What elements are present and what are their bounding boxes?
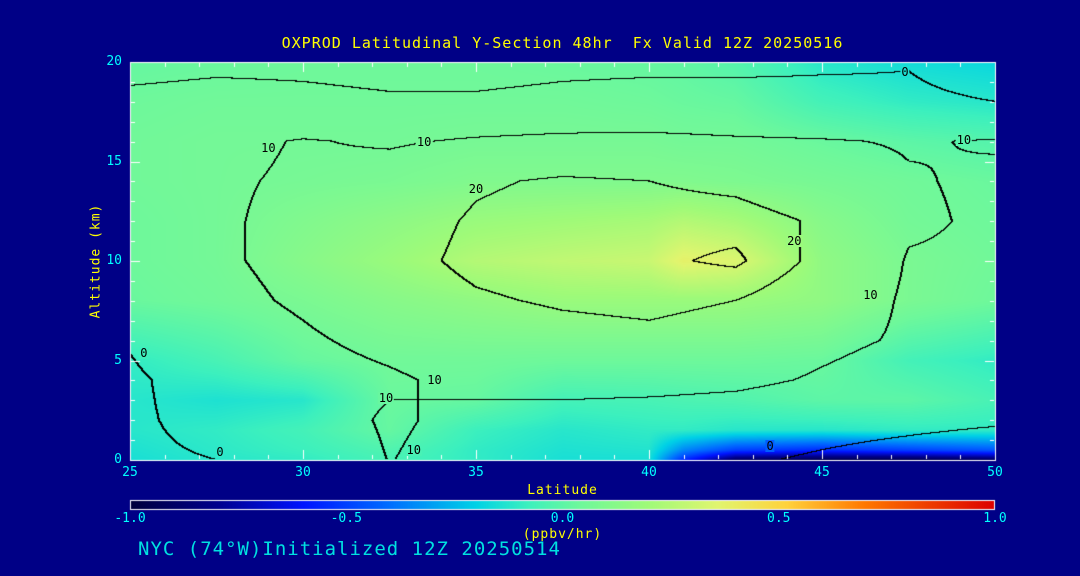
x-tick-label: 40 bbox=[641, 465, 657, 480]
y-tick-label: 10 bbox=[106, 253, 122, 268]
contour-label: 10 bbox=[862, 287, 879, 302]
contour-label: 10 bbox=[405, 443, 422, 458]
contour-label: 20 bbox=[786, 234, 803, 249]
contour-label: 0 bbox=[215, 445, 225, 460]
init-annotation: NYC (74°W)Initialized 12Z 20250514 bbox=[138, 538, 561, 560]
colorbar-tick-label: 0.0 bbox=[550, 511, 575, 526]
colorbar-tick-label: 0.5 bbox=[767, 511, 791, 526]
colorbar-tick-label: -1.0 bbox=[114, 511, 146, 526]
x-tick-label: 25 bbox=[122, 465, 138, 480]
x-tick-label: 35 bbox=[468, 465, 484, 480]
contour-label: 10 bbox=[955, 132, 973, 147]
colorbar-tick-label: 1.0 bbox=[983, 511, 1007, 526]
y-tick-label: 0 bbox=[114, 452, 122, 467]
contour-label: 10 bbox=[415, 134, 433, 149]
x-tick-label: 30 bbox=[295, 465, 311, 480]
x-tick-label: 45 bbox=[814, 465, 830, 480]
chart-title: OXPROD Latitudinal Y-Section 48hr Fx Val… bbox=[281, 34, 844, 52]
contour-label: 0 bbox=[765, 439, 775, 454]
contour-label: 10 bbox=[377, 391, 395, 406]
colorbar-tick-label: -0.5 bbox=[330, 511, 362, 526]
y-tick-label: 20 bbox=[106, 54, 122, 69]
y-tick-label: 5 bbox=[114, 352, 122, 368]
x-axis-label: Latitude bbox=[527, 483, 598, 498]
contour-label: 10 bbox=[426, 373, 443, 388]
contour-label: 10 bbox=[260, 140, 277, 155]
y-tick-label: 15 bbox=[106, 153, 122, 169]
contour-label: 0 bbox=[900, 64, 910, 79]
x-tick-label: 50 bbox=[987, 465, 1003, 480]
contour-label: 0 bbox=[139, 345, 149, 360]
colorbar-label: (ppbv/hr) bbox=[522, 527, 603, 542]
contour-label: 20 bbox=[467, 182, 485, 197]
